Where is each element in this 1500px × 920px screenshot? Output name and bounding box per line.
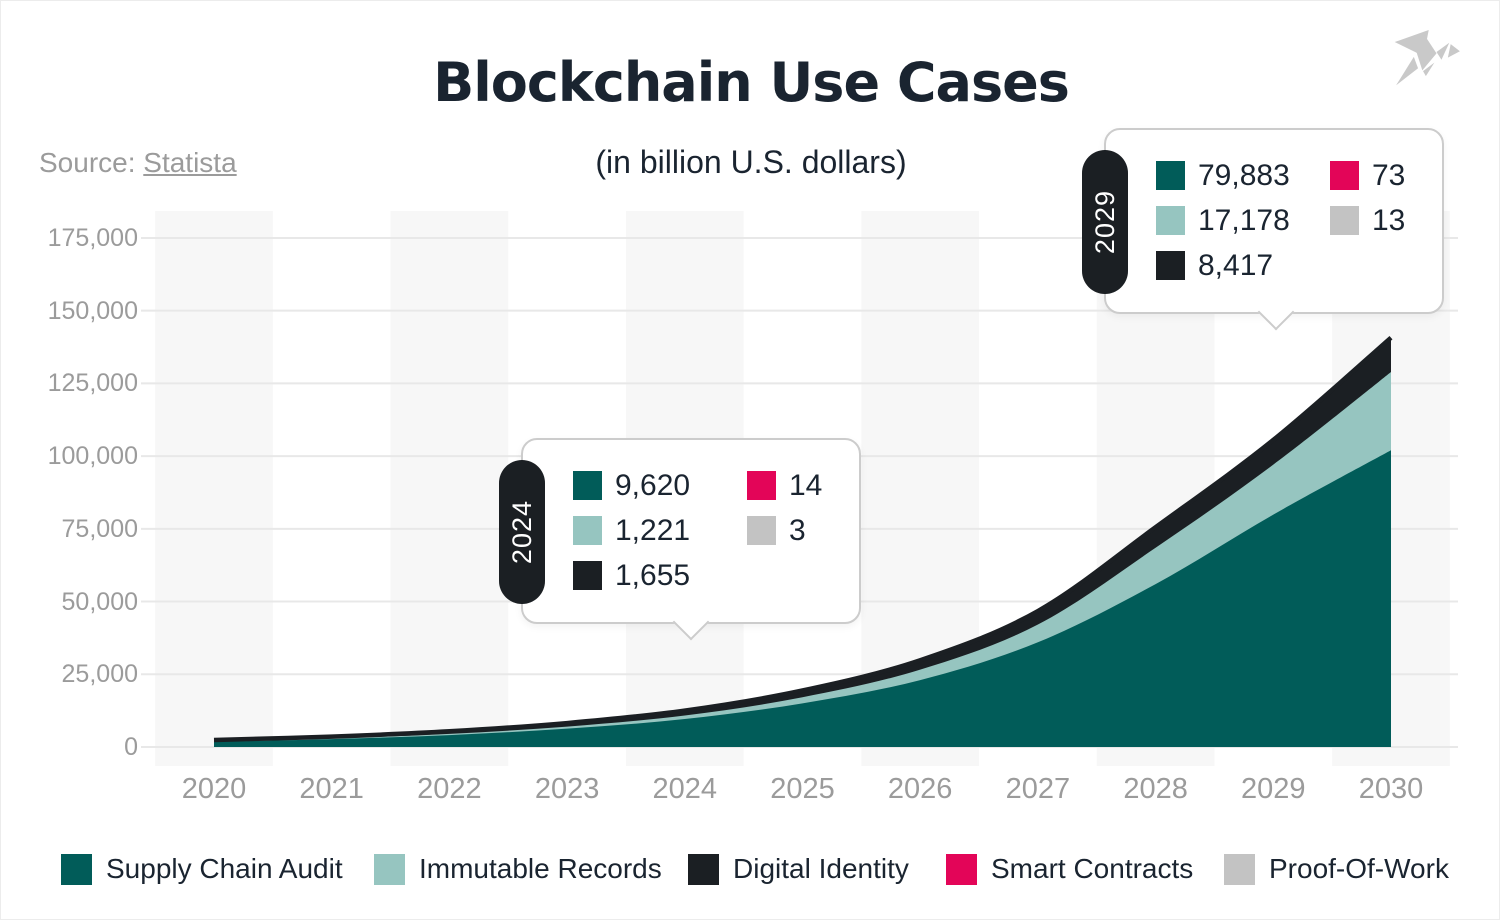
series-color-swatch	[1156, 206, 1185, 235]
tooltip-value: 73	[1372, 158, 1406, 192]
y-tick-label: 150,000	[47, 296, 138, 325]
chart-subtitle: (in billion U.S. dollars)	[595, 144, 907, 180]
tooltip-value: 13	[1372, 203, 1406, 237]
x-tick-label: 2028	[1123, 773, 1188, 805]
series-color-swatch	[573, 471, 602, 500]
tooltip-value: 79,883	[1198, 158, 1290, 192]
series-color-swatch	[747, 516, 776, 545]
x-tick-label: 2023	[534, 773, 600, 805]
x-tick-label: 2026	[887, 773, 953, 805]
legend-color-swatch	[1224, 853, 1255, 885]
plot-band	[155, 211, 273, 766]
x-tick-label: 2022	[417, 773, 482, 805]
series-color-swatch	[1156, 161, 1185, 190]
tooltip-value: 14	[789, 468, 823, 502]
tooltip-year-pill: 2029	[1082, 150, 1128, 294]
area-supply-chain-audit[interactable]	[214, 450, 1391, 747]
legend-item-smart-contracts: Smart Contracts	[946, 853, 1193, 885]
legend-label: Immutable Records	[419, 853, 662, 884]
legend-item-supply-chain-audit: Supply Chain Audit	[61, 853, 343, 885]
tooltip-year-pill: 2024	[499, 460, 545, 604]
legend-item-immutable-records: Immutable Records	[374, 853, 662, 885]
tooltip-row: 73	[1330, 158, 1406, 192]
tooltip-row: 17,178	[1156, 203, 1290, 237]
legend-label: Supply Chain Audit	[106, 853, 343, 884]
tooltip-row: 9,620	[573, 468, 691, 502]
y-tick-label: 50,000	[61, 587, 138, 616]
x-tick-label: 2021	[299, 773, 364, 805]
legend-item-proof-of-work: Proof-Of-Work	[1224, 853, 1449, 885]
legend-label: Smart Contracts	[991, 853, 1194, 884]
legend-color-swatch	[374, 853, 405, 885]
series-color-swatch	[573, 561, 602, 590]
tooltip-value: 8,417	[1198, 248, 1274, 282]
tooltip-value: 1,655	[615, 558, 691, 592]
y-tick-label: 75,000	[61, 514, 138, 543]
tooltip-year-label: 2029	[1089, 189, 1120, 255]
x-tick-label: 2027	[1005, 773, 1071, 805]
statista-bird-logo	[1394, 29, 1460, 86]
tooltip-row: 1,221	[573, 513, 691, 547]
y-tick-label: 0	[124, 733, 138, 761]
x-tick-label: 2024	[652, 773, 718, 805]
source-link[interactable]: Statista	[143, 147, 237, 178]
y-tick-label: 125,000	[47, 369, 138, 398]
page-title: Blockchain Use Cases	[433, 51, 1070, 114]
series-color-swatch	[1330, 161, 1359, 190]
series-color-swatch	[747, 471, 776, 500]
y-tick-label: 25,000	[61, 660, 138, 689]
tooltip-row: 13	[1330, 203, 1406, 237]
legend-item-digital-identity: Digital Identity	[688, 853, 909, 885]
tooltip-2024: 2024 9,620 1,221 1,655 14 3	[499, 438, 861, 641]
legend-color-swatch	[946, 853, 977, 885]
y-tick-label: 175,000	[47, 223, 138, 252]
source-line: Source: Statista	[39, 147, 237, 179]
tooltip-year-label: 2024	[506, 499, 537, 565]
legend-color-swatch	[61, 853, 92, 885]
y-tick-label: 100,000	[47, 442, 138, 471]
series-color-swatch	[1330, 206, 1359, 235]
x-tick-label: 2029	[1241, 773, 1306, 805]
x-tick-label: 2030	[1358, 773, 1424, 805]
tooltip-value: 9,620	[615, 468, 691, 502]
series-color-swatch	[573, 516, 602, 545]
stack-outline	[213, 335, 1393, 743]
tooltip-row: 3	[747, 513, 822, 547]
series-color-swatch	[1156, 251, 1185, 280]
legend-color-swatch	[688, 853, 719, 885]
tooltip-value: 3	[789, 513, 806, 547]
source-prefix: Source:	[39, 147, 144, 178]
tooltip-row: 79,883	[1156, 158, 1290, 192]
x-tick-label: 2020	[181, 773, 247, 805]
tooltip-2029: 2029 79,883 17,178 8,417 73 13	[1082, 128, 1444, 331]
tooltip-row: 1,655	[573, 558, 691, 592]
legend-label: Proof-Of-Work	[1269, 853, 1449, 884]
legend-label: Digital Identity	[733, 853, 909, 884]
tooltip-value: 1,221	[615, 513, 691, 547]
plot-band	[390, 211, 509, 766]
tooltip-row: 14	[747, 468, 823, 502]
tooltip-value: 17,178	[1198, 203, 1290, 237]
x-tick-label: 2025	[770, 773, 835, 805]
tooltip-row: 8,417	[1156, 248, 1290, 282]
